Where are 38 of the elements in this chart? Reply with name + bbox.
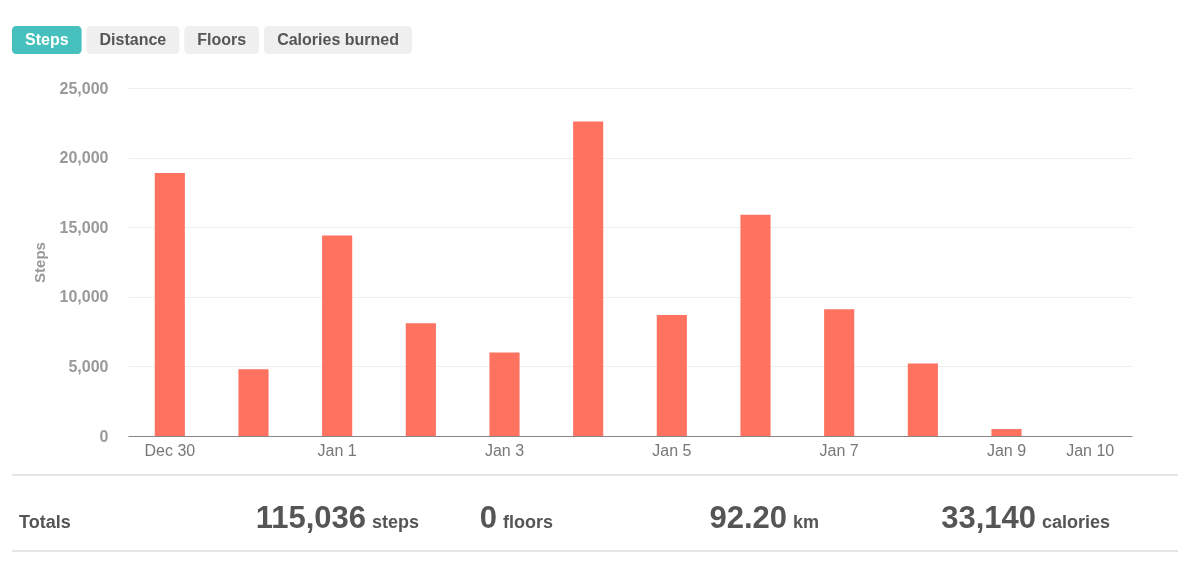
bar <box>322 235 353 436</box>
bar <box>489 352 520 436</box>
bar <box>824 309 855 436</box>
bar <box>573 121 604 436</box>
bar <box>154 172 185 436</box>
y-axis-title: Steps <box>30 242 48 283</box>
y-tick-label: 0 <box>99 427 109 445</box>
text: calories <box>1042 512 1111 532</box>
y-tick-label: 25,000 <box>59 79 109 97</box>
bar <box>656 314 687 436</box>
y-tick-label: 10,000 <box>59 288 109 306</box>
x-tick-label: Jan 7 <box>819 441 859 459</box>
x-tick-label: Jan 10 <box>1066 441 1115 459</box>
text: 92.20 <box>709 500 787 535</box>
y-tick-label: 15,000 <box>59 218 109 236</box>
x-tick-label: Jan 3 <box>484 441 525 459</box>
text: 33,140 <box>941 500 1036 535</box>
bar <box>405 323 436 436</box>
text: Totals <box>19 512 71 532</box>
x-tick-label: Jan 5 <box>652 441 692 459</box>
text: km <box>793 512 820 532</box>
text: steps <box>372 512 420 532</box>
text: floors <box>503 512 554 532</box>
text: Calories burned <box>277 31 399 48</box>
x-tick-label: Jan 1 <box>317 441 357 459</box>
bar <box>740 214 771 436</box>
text: 0 <box>479 500 497 535</box>
bar <box>238 369 269 436</box>
x-tick-label: Dec 30 <box>144 441 196 459</box>
y-tick-label: 20,000 <box>59 149 109 167</box>
text: Distance <box>99 31 167 48</box>
y-tick-label: 5,000 <box>68 357 109 375</box>
text: 115,036 <box>255 500 366 535</box>
text: Floors <box>197 31 247 48</box>
bar <box>991 429 1022 436</box>
x-tick-label: Jan 9 <box>986 441 1027 459</box>
bar <box>907 363 938 436</box>
text: Steps <box>24 31 69 48</box>
